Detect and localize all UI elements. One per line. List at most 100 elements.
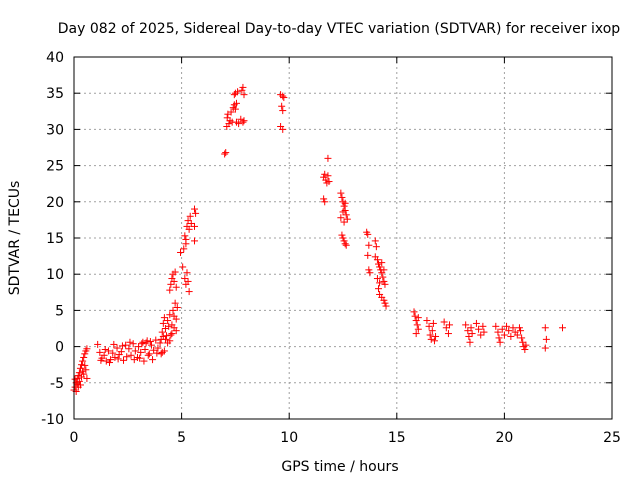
data-point xyxy=(138,340,146,348)
data-point xyxy=(365,241,373,249)
data-point xyxy=(365,266,373,274)
data-point xyxy=(104,347,112,355)
data-point xyxy=(341,240,349,248)
data-point xyxy=(373,275,381,283)
data-point xyxy=(231,105,239,113)
data-point xyxy=(75,369,83,377)
data-point xyxy=(181,232,189,240)
data-point xyxy=(130,356,138,364)
data-point xyxy=(464,327,472,335)
data-point xyxy=(232,99,240,107)
data-point xyxy=(145,350,153,358)
data-point xyxy=(278,102,286,110)
data-point xyxy=(559,324,567,332)
x-tick-label: 0 xyxy=(70,430,79,446)
data-point xyxy=(118,342,126,350)
data-point xyxy=(110,340,118,348)
data-point xyxy=(240,117,248,125)
data-point xyxy=(102,357,110,365)
data-point xyxy=(505,327,513,335)
data-point xyxy=(75,377,83,385)
data-point xyxy=(142,339,150,347)
data-point xyxy=(426,331,434,339)
data-point xyxy=(107,356,115,364)
data-point xyxy=(182,235,190,243)
data-point xyxy=(513,331,521,339)
data-point xyxy=(126,338,134,346)
data-point xyxy=(159,319,167,327)
data-point xyxy=(179,263,187,271)
data-point xyxy=(440,318,448,326)
data-point xyxy=(442,324,450,332)
data-point xyxy=(171,299,179,307)
data-point xyxy=(364,230,372,238)
data-point xyxy=(325,178,333,186)
y-tick-label: -5 xyxy=(50,376,64,392)
data-point xyxy=(444,330,452,338)
data-point xyxy=(71,375,79,383)
data-point xyxy=(324,172,332,180)
data-point xyxy=(169,306,177,314)
data-point xyxy=(337,214,345,222)
data-point xyxy=(494,328,502,336)
data-point xyxy=(187,220,195,228)
data-point xyxy=(517,327,525,335)
x-tick-label: 10 xyxy=(280,430,298,446)
data-point xyxy=(379,273,387,281)
plot-frame xyxy=(73,56,613,420)
data-point xyxy=(495,334,503,342)
data-point xyxy=(381,280,389,288)
data-point xyxy=(381,299,389,307)
data-point xyxy=(279,107,287,115)
y-tick-label: 40 xyxy=(46,50,64,66)
data-point xyxy=(414,325,422,333)
data-point xyxy=(170,277,178,285)
chart-title: Day 082 of 2025, Sidereal Day-to-day VTE… xyxy=(58,21,621,37)
data-point xyxy=(342,241,350,249)
data-point xyxy=(322,176,330,184)
data-point xyxy=(492,322,500,330)
data-point xyxy=(507,332,515,340)
data-point xyxy=(227,108,235,116)
data-point xyxy=(467,324,475,332)
y-tick-label: 30 xyxy=(46,122,64,138)
y-tick-label: -10 xyxy=(41,412,64,428)
data-point xyxy=(94,340,102,348)
data-point xyxy=(157,350,165,358)
data-point xyxy=(340,218,348,226)
data-point xyxy=(144,351,152,359)
data-point xyxy=(160,314,168,322)
data-point xyxy=(321,198,329,206)
data-point xyxy=(154,344,162,352)
data-point xyxy=(432,332,440,340)
data-point xyxy=(515,324,523,332)
data-point xyxy=(382,302,390,310)
data-point xyxy=(137,348,145,356)
data-point xyxy=(337,189,345,197)
data-point xyxy=(427,335,435,343)
data-point xyxy=(342,211,350,219)
x-tick-label: 15 xyxy=(388,430,406,446)
axes-layer: 0 5 10 15 20 25 -10 -5 0 5 10 15 20 25 30 35 40 xyxy=(41,50,621,446)
x-tick-label: 5 xyxy=(177,430,186,446)
data-point xyxy=(376,279,384,287)
data-point xyxy=(184,277,192,285)
data-point xyxy=(364,251,372,259)
data-point xyxy=(341,199,349,207)
y-tick-label: 0 xyxy=(55,340,64,356)
data-point xyxy=(129,340,137,348)
data-point xyxy=(166,286,174,294)
data-point xyxy=(477,331,485,339)
data-point xyxy=(339,234,347,242)
data-point xyxy=(141,345,149,353)
data-point xyxy=(375,260,383,268)
data-point xyxy=(181,275,189,283)
data-point xyxy=(500,331,508,339)
data-point xyxy=(140,357,148,365)
data-point xyxy=(153,349,161,357)
data-point xyxy=(446,321,454,329)
data-point xyxy=(425,322,433,330)
data-point xyxy=(235,120,243,128)
data-point xyxy=(81,361,89,369)
